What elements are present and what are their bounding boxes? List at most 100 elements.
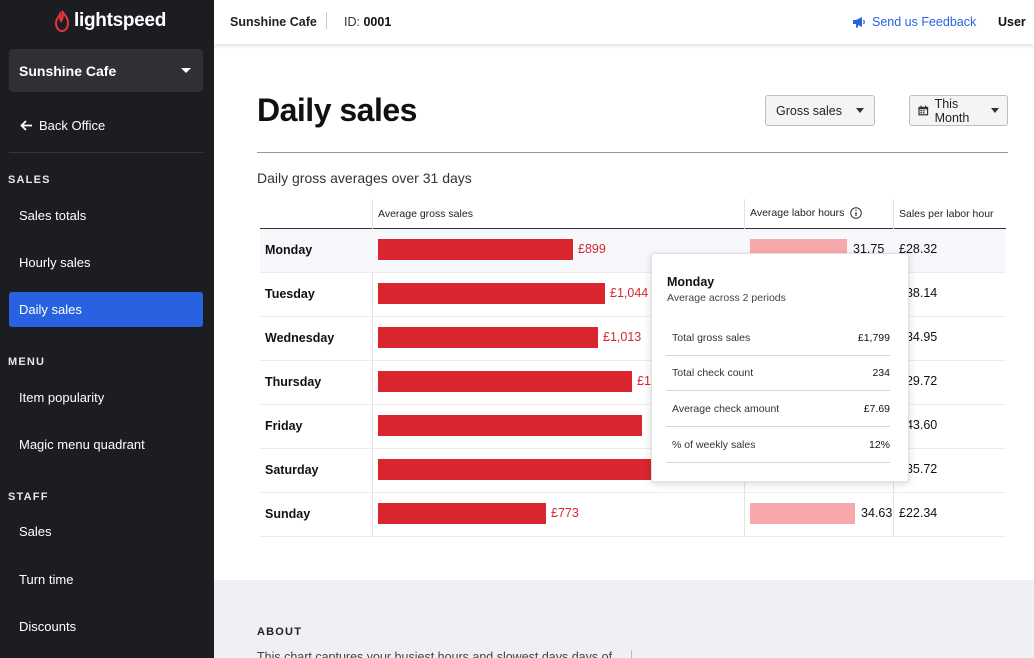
megaphone-icon (853, 17, 865, 28)
flame-icon (54, 10, 70, 32)
tooltip-row: % of weekly sales 12% (666, 427, 890, 463)
back-office-link[interactable]: Back Office (20, 118, 105, 133)
row-day-label: Friday (265, 419, 303, 433)
table-row[interactable]: Wednesday £1,013 £34.95 (260, 317, 1006, 361)
store-selector[interactable]: Sunshine Cafe (9, 49, 203, 92)
caret-down-icon (856, 108, 864, 113)
page-title: Daily sales (257, 92, 417, 128)
row-day-label: Saturday (265, 463, 319, 477)
gross-sales-value: £1 (637, 374, 651, 388)
top-bar: Sunshine Cafe ID: 0001 Send us Feedback … (214, 0, 1034, 44)
tooltip-row-label: Total gross sales (672, 332, 751, 344)
table-row[interactable]: Sunday £773 34.63 £22.34 (260, 493, 1006, 537)
divider (631, 650, 632, 658)
section-label-menu: MENU (8, 356, 46, 368)
divider (9, 152, 203, 153)
table-header-rule (260, 228, 1006, 229)
gross-sales-bar[interactable] (378, 503, 546, 524)
divider (326, 12, 327, 29)
tooltip-row-value: £7.69 (863, 403, 890, 415)
sidebar-item-label: Magic menu quadrant (19, 437, 145, 452)
period-dropdown[interactable]: This Month (909, 95, 1008, 126)
sidebar-item-label: Turn time (19, 572, 74, 587)
gross-sales-bar[interactable] (378, 283, 605, 304)
sidebar-item-discounts[interactable]: Discounts (9, 609, 203, 644)
sidebar-item-label: Sales totals (19, 208, 87, 223)
column-header-labor-label: Average labor hours (750, 207, 845, 219)
table-row[interactable]: Friday £43.60 (260, 405, 1006, 449)
gross-sales-value: £1,044 (610, 286, 649, 300)
row-day-label: Tuesday (265, 287, 315, 301)
gross-sales-bar[interactable] (378, 239, 573, 260)
tooltip-row: Total gross sales £1,799 (666, 320, 890, 356)
sidebar-item-staff-sales[interactable]: Sales (9, 514, 203, 549)
labor-hours-value: 34.63 (861, 506, 893, 520)
store-id-value: 0001 (363, 15, 392, 29)
sales-per-labor-hour-value: £28.32 (899, 242, 938, 256)
tooltip-row-label: % of weekly sales (672, 439, 756, 451)
sidebar-item-hourly-sales[interactable]: Hourly sales (9, 245, 203, 280)
tooltip-row-value: 12% (868, 439, 890, 451)
sidebar-item-daily-sales[interactable]: Daily sales (9, 292, 203, 327)
table-row[interactable]: Tuesday £1,044 £38.14 (260, 273, 1006, 317)
chart-subtitle: Daily gross averages over 31 days (257, 170, 472, 186)
gross-sales-value: £773 (551, 506, 579, 520)
tooltip-row-label: Average check amount (672, 403, 780, 415)
metric-dropdown[interactable]: Gross sales (765, 95, 875, 126)
info-icon[interactable] (850, 207, 863, 219)
labor-hours-value: 31.75 (853, 242, 885, 256)
day-tooltip: Monday Average across 2 periods Total gr… (651, 253, 909, 482)
column-divider (372, 199, 373, 537)
column-header-labor: Average labor hours (750, 207, 863, 219)
gross-sales-value: £899 (578, 242, 606, 256)
section-label-sales: SALES (8, 174, 51, 186)
caret-down-icon (181, 68, 191, 73)
brand-name: lightspeed (74, 10, 167, 31)
table-row[interactable]: Thursday £1 £29.72 (260, 361, 1006, 405)
about-label: ABOUT (257, 626, 303, 638)
row-day-label: Sunday (265, 507, 311, 521)
row-day-label: Monday (265, 243, 313, 257)
user-menu[interactable]: User (998, 15, 1026, 29)
back-office-label: Back Office (39, 118, 106, 133)
labor-hours-bar[interactable] (750, 503, 855, 524)
sidebar-item-label: Daily sales (19, 302, 82, 317)
divider (257, 152, 1008, 153)
sidebar-item-magic-menu-quadrant[interactable]: Magic menu quadrant (9, 427, 203, 462)
about-section: ABOUT This chart captures your busiest h… (214, 580, 1034, 658)
send-feedback-link[interactable]: Send us Feedback (852, 15, 976, 29)
tooltip-row-value: 234 (872, 367, 890, 379)
store-id: ID: 0001 (344, 15, 391, 29)
tooltip-row-value: £1,799 (857, 332, 890, 344)
store-selector-label: Sunshine Cafe (19, 62, 117, 79)
section-label-staff: STAFF (8, 491, 49, 503)
main-content: Daily sales Gross sales This Month Daily… (214, 44, 1034, 658)
tooltip-row: Average check amount £7.69 (666, 391, 890, 427)
store-id-label: ID: (344, 15, 360, 29)
tooltip-title: Monday (667, 275, 715, 289)
sidebar-item-label: Item popularity (19, 390, 105, 405)
row-day-label: Thursday (265, 375, 322, 389)
gross-sales-bar[interactable] (378, 371, 632, 392)
column-header-per-hour: Sales per labor hour (899, 208, 994, 220)
arrow-left-icon (20, 120, 32, 131)
sidebar-item-label: Sales (19, 524, 52, 539)
sidebar-item-sales-totals[interactable]: Sales totals (9, 198, 203, 233)
caret-down-icon (991, 108, 999, 113)
gross-sales-bar[interactable] (378, 327, 598, 348)
sidebar-item-label: Hourly sales (19, 255, 91, 270)
sidebar-item-item-popularity[interactable]: Item popularity (9, 380, 203, 415)
column-header-gross: Average gross sales (378, 208, 473, 220)
about-text: This chart captures your busiest hours a… (257, 650, 613, 658)
gross-sales-value: £1,013 (603, 330, 642, 344)
tooltip-row: Total check count 234 (666, 355, 890, 391)
row-day-label: Wednesday (265, 331, 335, 345)
period-dropdown-label: This Month (934, 96, 970, 125)
gross-sales-bar[interactable] (378, 459, 689, 480)
sidebar-item-turn-time[interactable]: Turn time (9, 562, 203, 597)
calendar-icon (918, 105, 929, 116)
gross-sales-bar[interactable] (378, 415, 642, 436)
store-name: Sunshine Cafe (230, 15, 317, 29)
send-feedback-label: Send us Feedback (872, 15, 977, 29)
lightspeed-logo[interactable]: lightspeed (54, 8, 166, 34)
